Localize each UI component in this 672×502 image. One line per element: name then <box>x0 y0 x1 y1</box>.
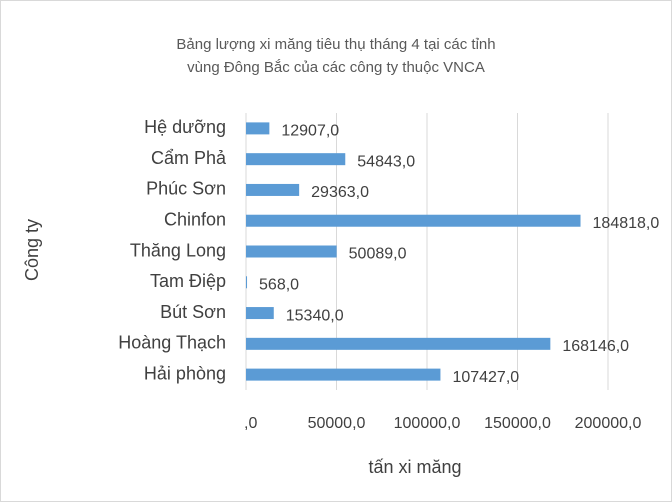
x-tick-label: 100000,0 <box>394 415 461 432</box>
x-tick-label: 50000,0 <box>308 415 366 432</box>
x-axis-title: tấn xi măng <box>368 457 461 477</box>
data-label: 12907,0 <box>281 123 339 140</box>
chart-title: vùng Đông Bắc của các công ty thuộc VNCA <box>187 59 485 76</box>
bar <box>246 245 337 258</box>
y-tick-label: Thăng Long <box>130 240 226 260</box>
bar <box>246 276 248 289</box>
data-label: 184818,0 <box>593 215 660 232</box>
y-tick-label: Bút Sơn <box>160 302 226 322</box>
bar <box>246 307 274 320</box>
bar <box>246 337 551 350</box>
x-tick-label: 200000,0 <box>575 415 642 432</box>
bar <box>246 183 300 196</box>
chart-title: Bảng lượng xi măng tiêu thụ tháng 4 tại … <box>176 36 495 53</box>
data-label: 50089,0 <box>349 246 407 263</box>
y-tick-label: Cẩm Phả <box>151 148 227 168</box>
data-label: 168146,0 <box>562 338 629 355</box>
bar <box>246 122 270 135</box>
data-label: 568,0 <box>259 276 299 293</box>
bar <box>246 368 441 381</box>
y-tick-label: Tam Điệp <box>150 271 226 291</box>
x-tick-label: ,0 <box>244 415 257 432</box>
y-tick-label: Hệ dưỡng <box>144 117 226 137</box>
data-label: 107427,0 <box>452 369 519 386</box>
y-axis-title: Công ty <box>22 219 42 281</box>
y-tick-label: Hải phòng <box>144 363 226 383</box>
data-label: 54843,0 <box>357 153 415 170</box>
bar <box>246 153 346 166</box>
bar <box>246 214 581 227</box>
data-label: 15340,0 <box>286 307 344 324</box>
data-label: 29363,0 <box>311 184 369 201</box>
y-tick-label: Phúc Sơn <box>146 179 226 199</box>
y-tick-label: Chinfon <box>164 209 226 229</box>
x-tick-label: 150000,0 <box>484 415 551 432</box>
y-tick-label: Hoàng Thạch <box>118 333 226 353</box>
